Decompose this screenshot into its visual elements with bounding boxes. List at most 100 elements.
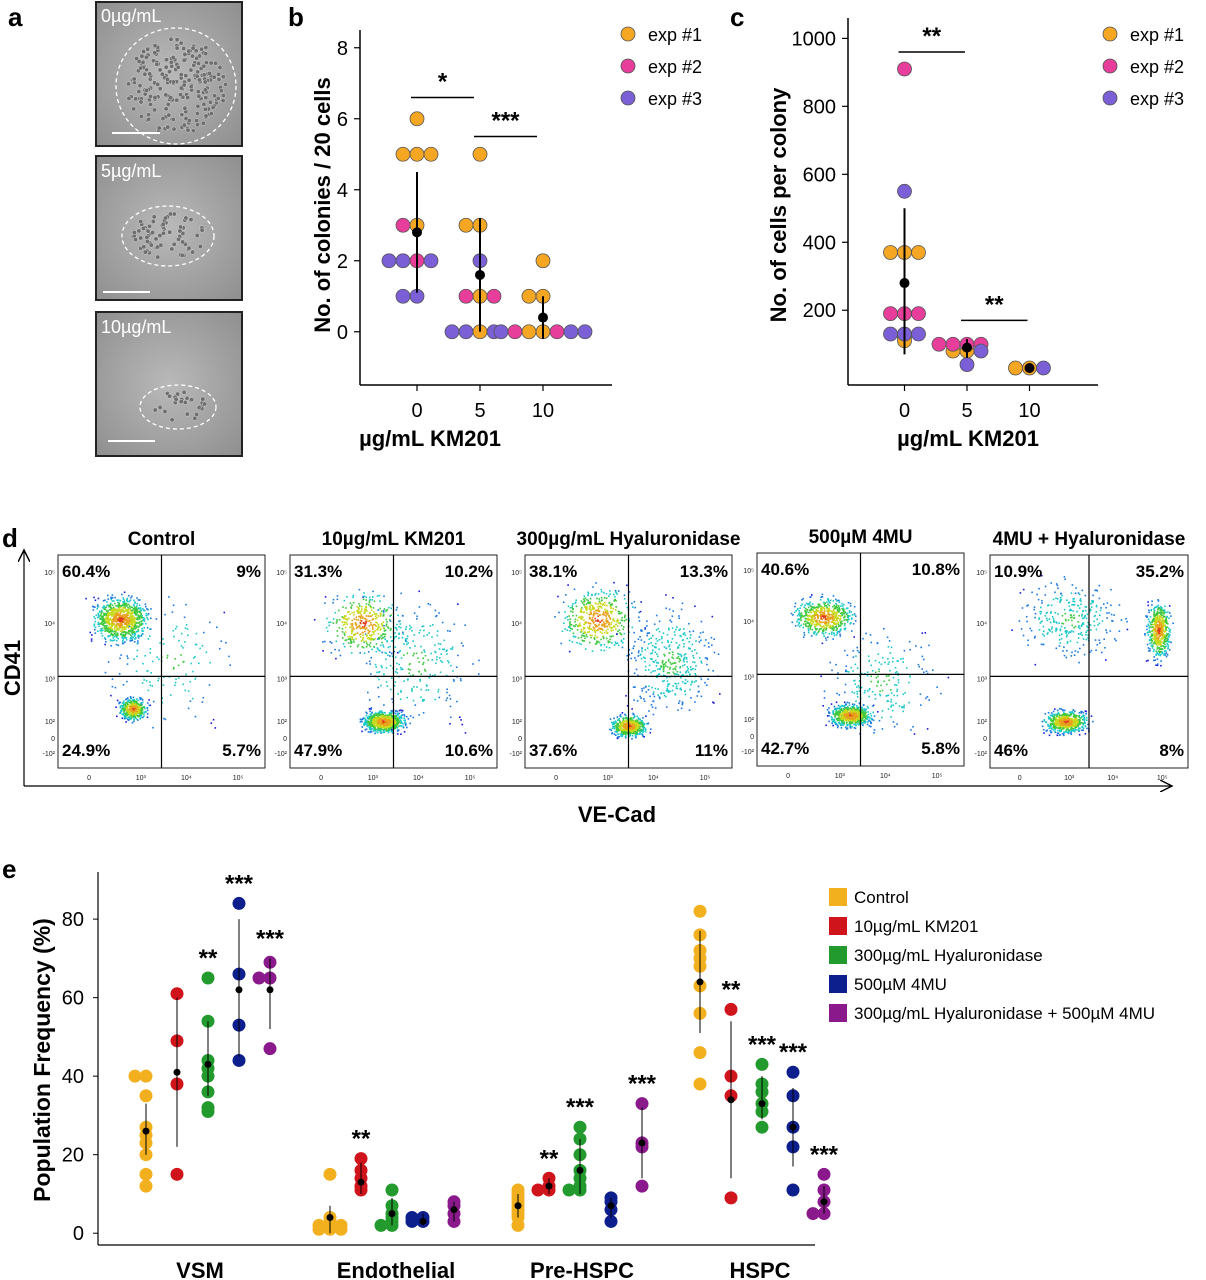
event-dot — [691, 643, 694, 646]
event-dot — [428, 632, 430, 634]
event-dot — [99, 618, 101, 620]
event-dot — [131, 630, 134, 633]
cell — [204, 60, 209, 66]
event-dot — [365, 608, 367, 611]
event-dot — [128, 624, 131, 626]
event-dot — [126, 718, 129, 721]
event-dot — [673, 662, 675, 664]
event-dot — [845, 726, 847, 729]
event-dot — [326, 617, 328, 620]
event-dot — [663, 680, 665, 682]
event-dot — [646, 647, 649, 649]
event-dot — [618, 612, 620, 615]
event-dot — [616, 716, 619, 718]
event-dot — [97, 621, 100, 624]
event-dot — [362, 626, 365, 629]
event-dot — [696, 695, 699, 697]
event-dot — [129, 617, 132, 620]
event-dot — [621, 646, 624, 649]
event-dot — [652, 691, 655, 693]
event-dot — [576, 619, 579, 622]
event-dot — [139, 599, 141, 601]
event-dot — [674, 667, 676, 670]
event-dot — [351, 619, 353, 622]
event-dot — [131, 609, 134, 611]
event-dot — [434, 673, 436, 676]
event-dot — [391, 732, 394, 734]
event-dot — [117, 627, 119, 630]
event-dot — [397, 722, 399, 725]
event-dot — [140, 708, 143, 710]
event-dot — [698, 657, 701, 659]
event-dot — [374, 722, 377, 724]
event-dot — [103, 614, 105, 617]
event-dot — [133, 619, 136, 621]
event-dot — [123, 703, 125, 705]
event-dot — [626, 584, 628, 587]
event-dot — [136, 618, 138, 621]
event-dot — [637, 727, 639, 730]
event-dot — [422, 661, 425, 664]
event-dot — [382, 644, 384, 646]
event-dot — [125, 631, 128, 634]
event-dot — [839, 619, 841, 621]
event-dot — [364, 622, 367, 625]
event-dot — [610, 604, 612, 606]
event-dot — [681, 703, 684, 706]
event-dot — [366, 725, 368, 728]
event-dot — [377, 727, 380, 729]
event-dot — [384, 714, 387, 717]
event-dot — [336, 598, 339, 601]
event-dot — [639, 725, 642, 728]
event-dot — [125, 608, 127, 611]
event-dot — [120, 654, 122, 656]
event-dot — [572, 611, 574, 613]
event-dot — [411, 687, 413, 690]
event-dot — [674, 634, 676, 636]
event-dot — [369, 642, 372, 644]
event-dot — [366, 635, 368, 638]
event-dot — [387, 726, 389, 729]
event-dot — [91, 634, 93, 636]
event-dot — [343, 645, 346, 648]
cell — [167, 69, 172, 75]
event-dot — [369, 710, 371, 713]
event-dot — [157, 679, 159, 682]
event-dot — [683, 645, 685, 648]
event-dot — [122, 613, 124, 616]
event-dot — [364, 717, 366, 720]
event-dot — [133, 714, 135, 717]
event-dot — [341, 628, 344, 630]
event-dot — [611, 603, 613, 605]
event-dot — [367, 632, 370, 634]
event-dot — [390, 627, 392, 630]
event-dot — [618, 611, 621, 613]
event-dot — [119, 622, 122, 624]
event-dot — [130, 623, 133, 626]
event-dot — [688, 622, 690, 625]
event-dot — [371, 725, 373, 728]
legend-marker — [620, 58, 636, 74]
event-dot — [838, 599, 840, 602]
event-dot — [136, 616, 139, 619]
event-dot — [134, 617, 136, 620]
event-dot — [403, 680, 405, 682]
event-dot — [368, 612, 371, 614]
event-dot — [651, 686, 653, 689]
event-dot — [95, 614, 98, 617]
event-dot — [194, 715, 197, 718]
event-dot — [125, 710, 128, 712]
event-dot — [632, 719, 634, 721]
event-dot — [404, 721, 406, 723]
event-dot — [674, 668, 677, 671]
event-dot — [653, 661, 655, 663]
event-dot — [632, 720, 635, 722]
event-dot — [364, 627, 366, 629]
event-dot — [137, 630, 140, 633]
event-dot — [846, 701, 849, 704]
event-dot — [103, 605, 105, 607]
event-dot — [671, 638, 674, 640]
event-dot — [629, 732, 632, 735]
event-dot — [400, 691, 402, 693]
event-dot — [408, 672, 410, 675]
